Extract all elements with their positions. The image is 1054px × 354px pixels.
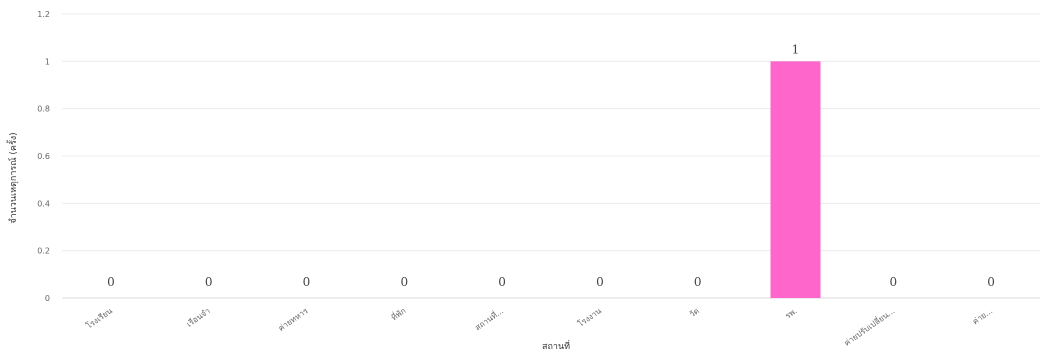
y-tick-label: 0 [45, 294, 50, 303]
x-tick-label-1: เรือนจำ [185, 306, 212, 329]
x-tick-label-7: รพ. [784, 306, 799, 320]
x-tick-label-9: ค่าย... [971, 306, 994, 326]
data-label-6: 0 [694, 275, 702, 289]
data-label-9: 0 [987, 275, 995, 289]
y-tick-label: 0.4 [37, 199, 50, 208]
y-tick-label: 0.8 [37, 105, 50, 114]
y-tick-label: 1 [45, 57, 50, 66]
data-label-1: 0 [205, 275, 213, 289]
data-label-7: 1 [792, 42, 800, 56]
x-axis-title: สถานที่ [542, 339, 570, 352]
y-tick-label: 1.2 [37, 10, 50, 19]
x-axis-ticks: โรงเรียน เรือนจำ ค่ายทหาร ที่พัก สถานที่... โ… [84, 305, 994, 348]
bars-layer [770, 61, 821, 299]
y-tick-label: 0.2 [37, 247, 50, 256]
x-tick-label-3: ที่พัก [389, 305, 408, 323]
bar-7[interactable] [770, 61, 821, 299]
data-label-8: 0 [889, 275, 897, 289]
x-tick-label-2: ค่ายทหาร [277, 306, 310, 333]
x-tick-label-5: โรงงาน [576, 305, 604, 329]
data-label-2: 0 [303, 275, 311, 289]
x-tick-label-0: โรงเรียน [84, 305, 114, 331]
y-tick-label: 0.6 [37, 152, 50, 161]
x-tick-label-8: ค่ายปรับเปลี่ยน... [841, 305, 896, 348]
data-label-3: 0 [400, 275, 408, 289]
x-tick-label-4: สถานที่... [472, 305, 505, 333]
data-labels-layer: 0 0 0 0 0 0 0 1 0 0 [107, 42, 995, 289]
x-tick-label-6: วัด [688, 306, 701, 319]
y-axis-title: จำนวนเหตุการณ์ (ครั้ง) [6, 132, 19, 223]
data-label-0: 0 [107, 275, 115, 289]
grid-layer [62, 13, 1040, 299]
y-axis-ticks: 0 0.2 0.4 0.6 0.8 1 1.2 [37, 10, 50, 303]
data-label-5: 0 [596, 275, 604, 289]
data-label-4: 0 [498, 275, 506, 289]
